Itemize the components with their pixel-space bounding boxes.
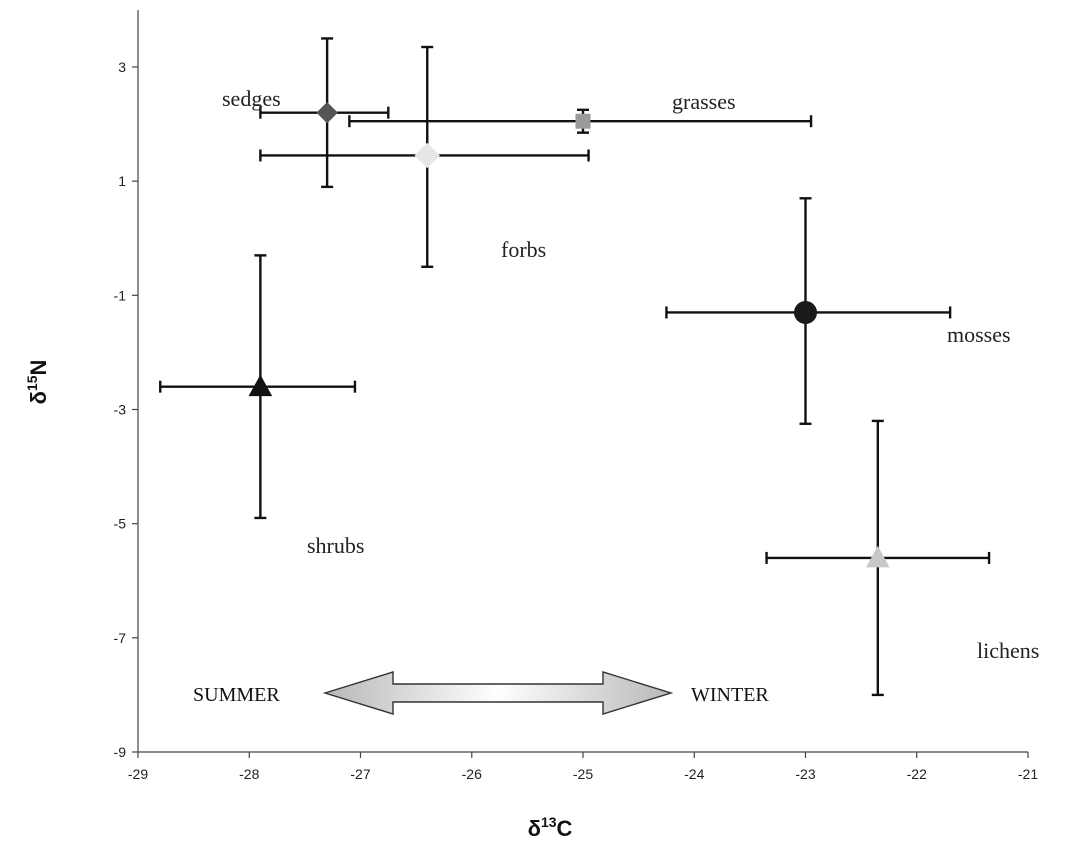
- x-axis-title: δ13C: [528, 814, 573, 841]
- label-shrubs: shrubs: [307, 533, 364, 558]
- series-labels: sedges grasses forbs mosses shrubs liche…: [222, 86, 1039, 663]
- point-grasses: [575, 113, 591, 129]
- y-ticks: -9 -7 -5 -3 -1 1 3: [114, 59, 138, 760]
- x-tick-label: -27: [350, 766, 370, 782]
- error-bars: [159, 37, 991, 697]
- double-arrow-icon: [322, 671, 674, 715]
- x-ticks: -29 -28 -27 -26 -25 -24 -23 -22 -21: [128, 752, 1038, 782]
- y-tick-label: -5: [114, 516, 127, 532]
- x-tick-label: -25: [573, 766, 593, 782]
- label-mosses: mosses: [947, 322, 1011, 347]
- x-tick-label: -28: [239, 766, 259, 782]
- point-mosses: [794, 300, 817, 324]
- label-grasses: grasses: [672, 89, 736, 114]
- point-forbs: [414, 142, 440, 169]
- point-lichens: [865, 545, 890, 568]
- winter-label: WINTER: [691, 684, 769, 706]
- y-axis-title: δ15N: [24, 360, 51, 405]
- y-tick-label: 3: [118, 59, 126, 75]
- label-lichens: lichens: [977, 638, 1039, 663]
- point-shrubs: [248, 374, 273, 397]
- label-sedges: sedges: [222, 86, 281, 111]
- season-annotation: SUMMER WINTER: [193, 671, 769, 715]
- y-tick-label: -3: [114, 402, 127, 418]
- x-tick-label: -22: [907, 766, 927, 782]
- y-tick-label: 1: [118, 173, 126, 189]
- markers: [248, 101, 890, 568]
- summer-label: SUMMER: [193, 684, 280, 706]
- y-tick-label: -9: [114, 744, 127, 760]
- x-tick-label: -23: [795, 766, 815, 782]
- point-sedges: [316, 101, 338, 124]
- label-forbs: forbs: [501, 237, 546, 262]
- x-tick-label: -21: [1018, 766, 1038, 782]
- y-tick-label: -1: [114, 287, 127, 303]
- x-tick-label: -26: [462, 766, 482, 782]
- x-tick-label: -29: [128, 766, 148, 782]
- y-tick-label: -7: [114, 630, 127, 646]
- x-tick-label: -24: [684, 766, 704, 782]
